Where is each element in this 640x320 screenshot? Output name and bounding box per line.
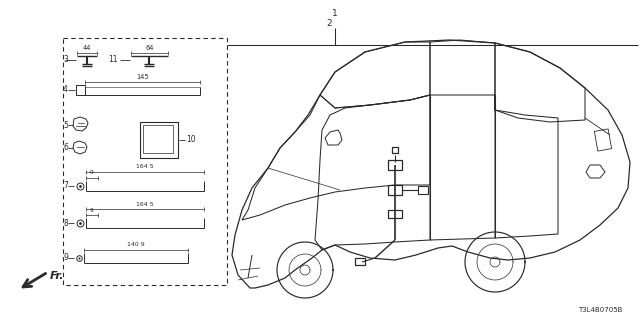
Text: 1: 1 xyxy=(332,10,338,19)
Text: 5: 5 xyxy=(63,121,68,130)
Bar xyxy=(388,160,402,170)
Text: T3L4B0705B: T3L4B0705B xyxy=(578,307,622,313)
Text: 140 9: 140 9 xyxy=(127,243,145,247)
Bar xyxy=(140,122,178,158)
Bar xyxy=(143,125,173,153)
Text: 10: 10 xyxy=(186,135,196,145)
Text: 4: 4 xyxy=(63,85,68,94)
Text: 2: 2 xyxy=(326,19,332,28)
Text: 3: 3 xyxy=(63,55,68,65)
Bar xyxy=(418,186,428,194)
Text: 9: 9 xyxy=(90,171,94,175)
Text: 9: 9 xyxy=(63,253,68,262)
Text: 11: 11 xyxy=(109,55,118,65)
Text: 44: 44 xyxy=(83,45,92,51)
Bar xyxy=(388,185,402,195)
Text: 164 5: 164 5 xyxy=(136,202,154,206)
Bar xyxy=(63,38,227,285)
Text: Fr.: Fr. xyxy=(50,271,65,281)
Text: 164 5: 164 5 xyxy=(136,164,154,170)
Text: 8: 8 xyxy=(63,219,68,228)
Bar xyxy=(388,210,402,218)
Bar xyxy=(595,129,612,151)
Text: 7: 7 xyxy=(63,181,68,190)
Text: 9: 9 xyxy=(90,207,94,212)
Text: 64: 64 xyxy=(145,45,154,51)
Text: 145: 145 xyxy=(136,74,149,80)
Bar xyxy=(76,85,85,95)
Text: 6: 6 xyxy=(63,143,68,153)
Bar xyxy=(355,258,365,265)
